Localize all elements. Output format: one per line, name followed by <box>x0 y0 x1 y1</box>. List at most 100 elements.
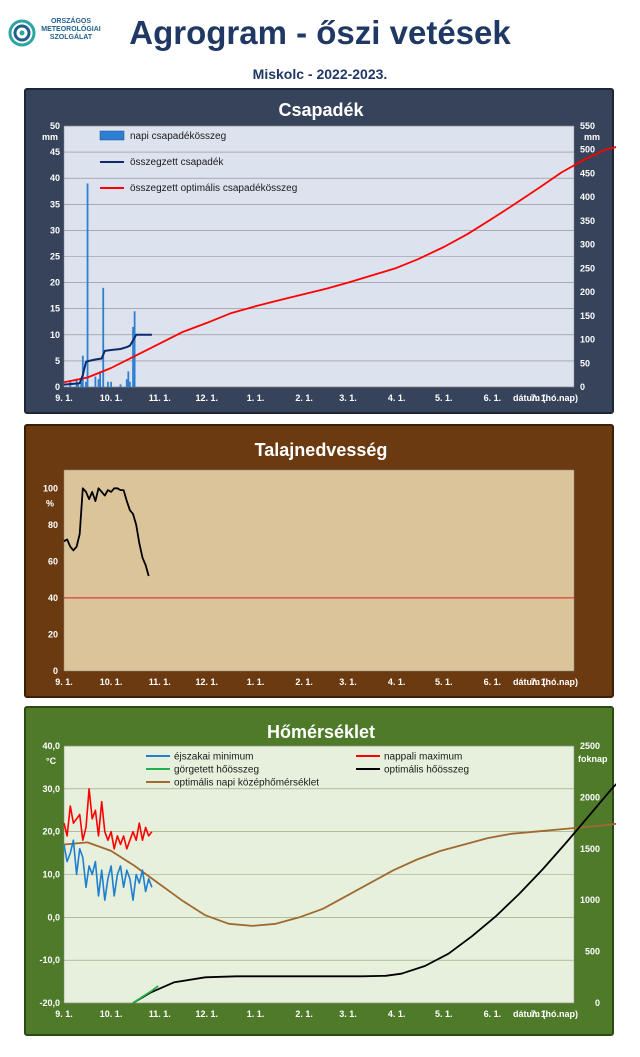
y2-tick-label: 500 <box>585 947 600 957</box>
omsz-logo: ORSZÁGOS METEOROLÓGIAI SZOLGÁLAT <box>8 14 128 54</box>
y2-tick-label: 100 <box>580 335 595 345</box>
y-tick-label: 80 <box>48 520 58 530</box>
y2-tick-label: 1500 <box>580 844 600 854</box>
x-tick-label: 5. 1. <box>435 1009 453 1019</box>
x-tick-label: 11. 1. <box>149 677 171 687</box>
x-tick-label: 9. 1. <box>55 677 73 687</box>
y-tick-label: 20 <box>50 278 60 288</box>
precip-bar <box>97 379 100 387</box>
y-tick-label: 100 <box>43 483 58 493</box>
logo-line: ORSZÁGOS <box>50 18 92 25</box>
day-max-line <box>63 788 153 850</box>
y-tick-label: -10,0 <box>39 955 60 965</box>
x-tick-label: 1. 1. <box>247 677 265 687</box>
x-tick-label: 11. 1. <box>149 1009 171 1019</box>
y2-tick-label: 350 <box>580 216 595 226</box>
legend-label: éjszakai minimum <box>174 752 253 763</box>
soil-moisture-line <box>63 487 150 577</box>
y2-tick-label: 250 <box>580 263 595 273</box>
y-axis-label: °C <box>46 756 57 766</box>
precip-bar <box>129 381 131 387</box>
precip-bar <box>80 381 83 387</box>
legend-label: nappali maximum <box>384 752 462 763</box>
y-tick-label: 40 <box>48 593 58 603</box>
night-min-line <box>63 839 153 901</box>
x-tick-label: 12. 1. <box>196 1009 219 1019</box>
y-tick-label: 0,0 <box>47 912 60 922</box>
y-tick-label: 45 <box>50 147 60 157</box>
x-tick-label: 6. 1. <box>484 393 502 403</box>
precip-panel: Csapadék 9. 1. 10. 1. 11. 1. 12. 1. 1. 1. 2. … <box>24 88 616 414</box>
x-axis-label: dátum (hó.nap) <box>513 1009 578 1019</box>
logo-swirl-icon <box>8 19 36 47</box>
x-tick-label: 9. 1. <box>55 393 73 403</box>
y2-tick-label: 0 <box>595 998 600 1008</box>
logo-text: ORSZÁGOS METEOROLÓGIAI SZOLGÁLAT <box>38 18 104 42</box>
x-axis-label: dátum (hó.nap) <box>513 677 578 687</box>
y-axis-label: % <box>46 498 54 508</box>
y2-tick-label: 450 <box>580 168 595 178</box>
precip-bar <box>102 287 105 387</box>
y2-tick-label: 2500 <box>580 741 600 751</box>
y-axis-label: mm <box>42 132 58 142</box>
x-tick-label: 3. 1. <box>339 677 357 687</box>
x-tick-label: 4. 1. <box>388 677 406 687</box>
y-tick-label: -20,0 <box>39 998 60 1008</box>
soil-panel: Talajnedvesség 9. 1. 10. 1. 11. 1. 12. 1. 1.… <box>24 424 614 698</box>
x-tick-label: 4. 1. <box>388 1009 406 1019</box>
y2-axis-label: foknap <box>578 754 608 764</box>
y-tick-label: 10 <box>50 330 60 340</box>
legend-label: optimális napi középhőmérséklet <box>174 778 319 789</box>
y2-tick-label: 550 <box>580 121 595 131</box>
precip-bar <box>125 379 128 387</box>
x-tick-label: 4. 1. <box>388 393 406 403</box>
page-title: Agrogram - őszi vetések <box>129 14 511 51</box>
temp-chart: Hőmérséklet 9. 1. 10. 1. 11. 1. 12. 1. 1. 1.… <box>39 722 616 1019</box>
y-tick-label: 15 <box>50 304 60 314</box>
x-tick-label: 12. 1. <box>196 677 219 687</box>
legend-label: optimális hőösszeg <box>384 765 469 776</box>
y2-tick-label: 150 <box>580 311 595 321</box>
y2-tick-label: 1000 <box>580 895 600 905</box>
y-tick-label: 25 <box>50 252 60 262</box>
precip-bar <box>119 384 122 387</box>
x-tick-label: 2. 1. <box>295 393 313 403</box>
y2-tick-label: 200 <box>580 287 595 297</box>
precip-bar <box>86 183 89 387</box>
y-tick-label: 5 <box>55 356 60 366</box>
precip-bar <box>133 311 136 387</box>
x-tick-label: 1. 1. <box>247 393 265 403</box>
x-tick-label: 9. 1. <box>55 1009 73 1019</box>
logo-line: SZOLGÁLAT <box>49 34 93 41</box>
x-tick-label: 5. 1. <box>435 393 453 403</box>
y2-axis-label: mm <box>584 132 600 142</box>
precip-bar <box>99 371 101 387</box>
x-tick-label: 2. 1. <box>295 1009 313 1019</box>
x-tick-label: 5. 1. <box>435 677 453 687</box>
y2-tick-label: 300 <box>580 240 595 250</box>
precip-bar <box>107 381 109 387</box>
optimal-daily-mean-line <box>63 822 616 927</box>
temp-title: Hőmérséklet <box>267 722 375 742</box>
x-tick-label: 7. 1. <box>531 677 549 687</box>
precip-bar <box>77 384 80 387</box>
y-tick-label: 60 <box>48 556 58 566</box>
x-tick-label: 11. 1. <box>149 393 171 403</box>
legend-swatch-daily <box>99 130 125 141</box>
x-tick-label: 7. 1. <box>531 393 549 403</box>
y2-tick-label: 0 <box>580 382 585 392</box>
y-tick-label: 30 <box>50 225 60 235</box>
legend-label: görgetett hőösszeg <box>174 765 259 776</box>
cumulative-precip-line <box>63 333 152 386</box>
y2-tick-label: 400 <box>580 192 595 202</box>
x-tick-label: 12. 1. <box>196 393 219 403</box>
x-tick-label: 7. 1. <box>531 1009 549 1019</box>
precip-bar <box>127 371 130 387</box>
optimal-precip-line <box>63 146 616 384</box>
legend-label: összegzett csapadék <box>130 157 224 168</box>
x-tick-label: 3. 1. <box>339 1009 357 1019</box>
x-tick-label: 6. 1. <box>484 677 502 687</box>
y-tick-label: 50 <box>50 121 60 131</box>
y-tick-label: 10,0 <box>42 870 60 880</box>
y-tick-label: 40,0 <box>42 741 60 751</box>
